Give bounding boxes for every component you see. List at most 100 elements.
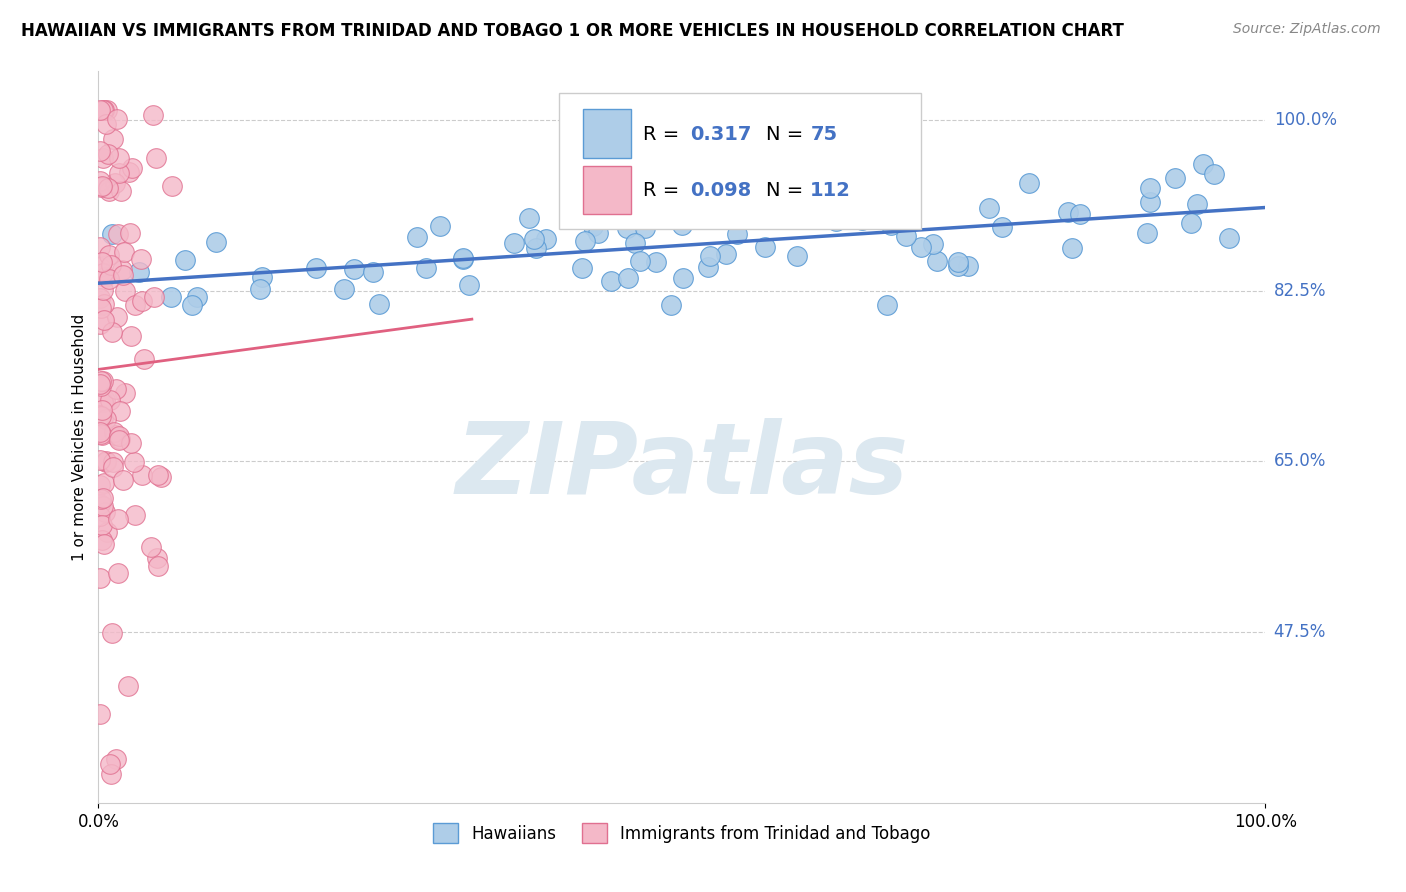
Point	[101, 132, 124, 146]
Point	[89, 317, 111, 331]
Point	[90, 409, 112, 424]
Text: N =: N =	[766, 126, 810, 145]
Point	[114, 385, 136, 400]
Point	[96, 524, 118, 539]
Point	[89, 173, 111, 187]
Point	[146, 551, 169, 566]
Point	[1136, 226, 1159, 240]
Point	[98, 756, 121, 771]
Point	[91, 411, 114, 425]
Point	[89, 292, 111, 306]
Point	[108, 403, 131, 417]
Point	[89, 509, 111, 524]
Point	[697, 181, 720, 195]
Point	[876, 298, 898, 312]
Point	[517, 211, 540, 226]
Point	[534, 232, 557, 246]
Point	[91, 491, 114, 506]
Point	[90, 491, 112, 506]
Point	[105, 752, 128, 766]
Point	[94, 505, 117, 519]
Point	[672, 271, 695, 285]
Point	[132, 351, 155, 366]
Point	[93, 476, 115, 491]
Point	[90, 379, 112, 393]
Point	[96, 412, 118, 426]
Point	[103, 425, 125, 439]
Point	[98, 392, 121, 407]
Point	[148, 467, 170, 482]
Point	[174, 252, 197, 267]
Point	[108, 433, 131, 447]
Point	[638, 210, 661, 224]
Point	[129, 252, 152, 266]
Text: 0.317: 0.317	[690, 126, 751, 145]
Point	[128, 265, 150, 279]
Point	[1164, 171, 1187, 186]
Point	[90, 518, 112, 533]
Point	[91, 255, 114, 269]
Point	[851, 212, 873, 227]
Point	[458, 277, 481, 292]
Point	[628, 253, 651, 268]
Point	[160, 290, 183, 304]
Point	[89, 376, 111, 391]
Point	[120, 328, 142, 343]
Point	[1191, 157, 1213, 171]
Point	[100, 766, 122, 780]
Point	[252, 269, 274, 284]
Point	[91, 374, 114, 388]
Point	[600, 274, 623, 288]
Point	[91, 103, 114, 118]
Point	[94, 117, 117, 131]
Point	[89, 497, 111, 511]
Point	[104, 176, 127, 190]
Point	[110, 432, 132, 446]
Point	[118, 165, 141, 179]
Point	[97, 180, 120, 194]
Point	[586, 226, 609, 240]
Point	[112, 244, 135, 259]
Point	[98, 248, 121, 262]
Point	[991, 220, 1014, 235]
Point	[948, 255, 970, 269]
Point	[114, 284, 136, 298]
Point	[89, 453, 111, 467]
Point	[107, 227, 129, 242]
Point	[124, 298, 146, 312]
Point	[124, 508, 146, 522]
Point	[429, 219, 451, 233]
Point	[502, 235, 524, 250]
Point	[108, 166, 131, 180]
Text: 47.5%: 47.5%	[1274, 624, 1326, 641]
Point	[91, 283, 114, 297]
Text: 82.5%: 82.5%	[1274, 282, 1326, 300]
Point	[90, 403, 112, 417]
Text: 0.098: 0.098	[690, 181, 751, 200]
Point	[96, 453, 118, 467]
Text: 112: 112	[810, 181, 851, 200]
Legend: Hawaiians, Immigrants from Trinidad and Tobago: Hawaiians, Immigrants from Trinidad and …	[427, 817, 936, 849]
Text: ZIPatlas: ZIPatlas	[456, 417, 908, 515]
Point	[142, 108, 165, 122]
Point	[89, 260, 111, 274]
Point	[91, 533, 114, 547]
Point	[921, 236, 943, 251]
Point	[108, 429, 131, 443]
Point	[160, 179, 183, 194]
Point	[89, 103, 111, 118]
Point	[107, 512, 129, 526]
Point	[1018, 176, 1040, 190]
Point	[1180, 216, 1202, 230]
Point	[91, 500, 114, 514]
Point	[186, 290, 208, 304]
Point	[90, 375, 112, 389]
Point	[131, 294, 153, 309]
Point	[90, 301, 112, 315]
Point	[415, 260, 437, 275]
Point	[1218, 231, 1240, 245]
Point	[96, 147, 118, 161]
Point	[333, 282, 356, 296]
Point	[110, 184, 132, 198]
Point	[120, 436, 142, 450]
